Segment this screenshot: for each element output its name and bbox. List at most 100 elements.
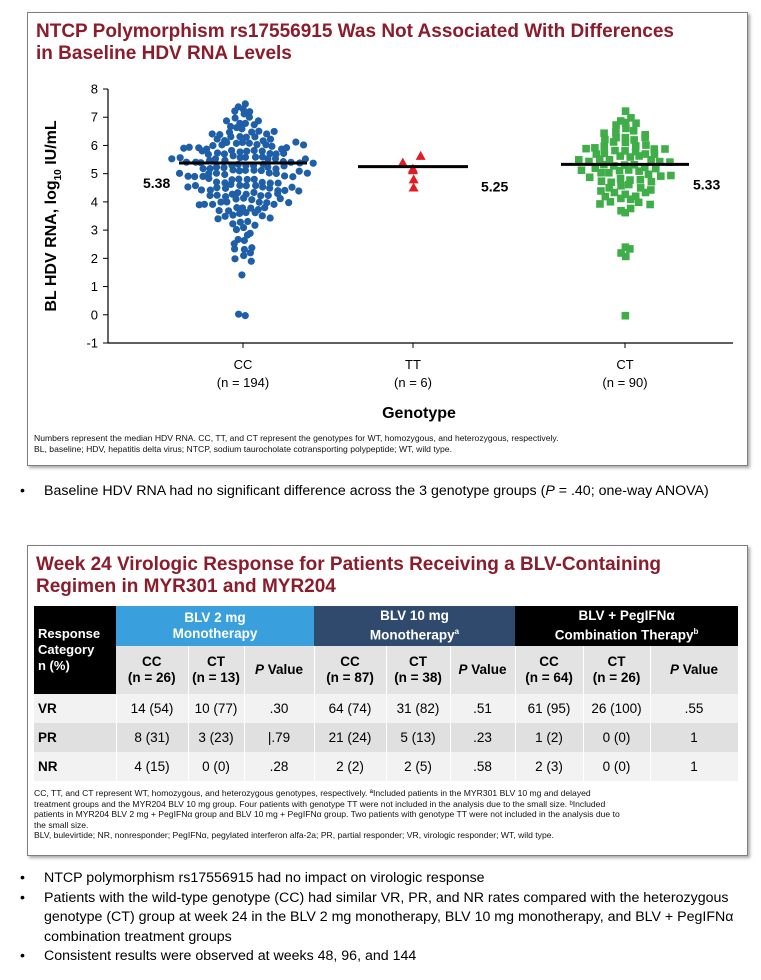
table-cell: .30 — [244, 694, 315, 723]
data-point-ct — [591, 144, 599, 152]
data-point-cc — [221, 184, 230, 192]
data-point-cc — [168, 155, 176, 163]
data-point-ct — [617, 249, 625, 257]
data-point-ct — [621, 208, 630, 217]
data-point-ct — [625, 180, 633, 189]
sub-header: CT (n = 38) — [386, 646, 451, 694]
data-point-cc — [199, 172, 207, 181]
data-point-ct — [605, 184, 614, 192]
data-point-cc — [243, 231, 252, 239]
data-point-cc — [233, 204, 241, 212]
row-label: VR — [34, 694, 117, 723]
data-point-ct — [616, 117, 625, 125]
data-point-ct — [617, 194, 625, 203]
data-point-cc — [191, 181, 200, 190]
bullet-item: NTCP polymorphism rs17556915 had no impa… — [18, 869, 738, 889]
data-point-ct — [631, 142, 640, 150]
data-point-ct — [596, 200, 604, 208]
y-tick-label: 2 — [91, 251, 98, 266]
table-cell: 2 (2) — [314, 752, 387, 781]
footnote-marker: b — [693, 627, 699, 637]
table-cell: 5 (13) — [386, 723, 451, 752]
data-point-ct — [597, 177, 606, 186]
data-point-ct — [647, 186, 655, 194]
x-tick-sublabel: (n = 194) — [217, 375, 269, 390]
data-point-cc — [235, 167, 244, 175]
data-point-cc — [212, 178, 221, 186]
table-panel: Week 24 Virologic Response for Patients … — [27, 545, 748, 856]
y-tick-label: 0 — [91, 307, 98, 322]
sub-header: P Value — [450, 646, 516, 694]
data-point-ct — [585, 157, 593, 166]
data-point-cc — [274, 190, 282, 198]
data-point-cc — [235, 175, 243, 183]
data-point-cc — [242, 190, 250, 198]
data-point-cc — [221, 212, 229, 220]
data-point-ct — [631, 192, 640, 201]
data-point-cc — [198, 147, 206, 155]
data-point-cc — [231, 114, 239, 122]
data-point-cc — [301, 155, 310, 163]
x-tick-sublabel: (n = 6) — [394, 375, 432, 390]
data-point-cc — [295, 187, 303, 195]
y-tick-label: 5 — [91, 166, 98, 181]
data-point-ct — [634, 198, 643, 207]
data-point-cc — [236, 181, 244, 190]
data-point-cc — [204, 150, 212, 158]
bullet-text: Baseline HDV RNA had no significant diff… — [44, 483, 709, 499]
data-point-ct — [644, 170, 653, 179]
summary-bullets: NTCP polymorphism rs17556915 had no impa… — [18, 869, 738, 967]
data-point-cc — [251, 209, 259, 217]
data-point-cc — [232, 225, 241, 234]
data-point-ct — [635, 167, 643, 175]
data-point-ct — [605, 168, 613, 177]
data-point-cc — [213, 184, 221, 192]
group-header-blv10: BLV 10 mg Monotherapya — [314, 606, 516, 646]
bullet-item: Patients with the wild-type genotype (CC… — [18, 889, 738, 948]
data-point-cc — [271, 154, 280, 163]
data-point-cc — [227, 133, 235, 141]
data-point-ct — [627, 114, 635, 122]
sub-header: CC (n = 87) — [314, 646, 387, 694]
data-point-cc — [257, 192, 265, 200]
data-point-cc — [238, 138, 247, 147]
data-point-cc — [292, 138, 300, 146]
table-cell: 61 (95) — [515, 694, 584, 723]
data-point-ct — [585, 173, 594, 182]
data-point-ct — [600, 142, 609, 150]
data-point-cc — [214, 215, 222, 223]
data-point-cc — [236, 209, 244, 218]
data-point-cc — [206, 164, 214, 173]
data-point-cc — [215, 206, 223, 215]
data-point-ct — [647, 177, 656, 186]
data-point-cc — [250, 121, 258, 129]
data-point-cc — [251, 133, 259, 141]
data-point-cc — [238, 271, 246, 279]
data-point-cc — [257, 166, 265, 175]
data-point-ct — [616, 174, 625, 183]
data-point-ct — [661, 145, 669, 153]
data-point-tt — [415, 150, 426, 160]
data-point-ct — [635, 152, 643, 160]
table-row: NR 4 (15) 0 (0) .28 2 (2) 2 (5) .58 2 (3) 0 (0) 1 — [34, 752, 739, 781]
data-point-cc — [282, 144, 291, 152]
table-cell: 4 (15) — [116, 752, 189, 781]
data-point-ct — [626, 195, 635, 204]
data-point-cc — [229, 220, 237, 228]
x-tick-sublabel: (n = 90) — [602, 375, 647, 390]
data-point-cc — [184, 172, 192, 180]
data-point-ct — [595, 155, 604, 164]
data-point-cc — [270, 127, 278, 136]
data-point-cc — [264, 191, 272, 200]
data-point-ct — [605, 156, 614, 164]
data-point-cc — [247, 204, 255, 212]
data-point-ct — [616, 152, 625, 160]
table-cell: 0 (0) — [583, 752, 651, 781]
data-point-ct — [621, 311, 630, 320]
data-point-ct — [651, 164, 660, 173]
y-tick-label: 1 — [91, 279, 98, 294]
data-point-ct — [636, 184, 645, 192]
data-point-ct — [612, 133, 620, 142]
data-point-cc — [235, 310, 243, 318]
table-cell: 2 (5) — [386, 752, 451, 781]
